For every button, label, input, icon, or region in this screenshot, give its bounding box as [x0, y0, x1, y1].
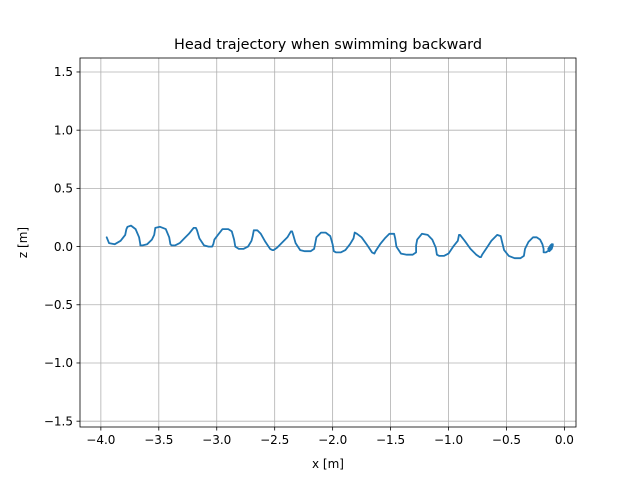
x-axis-ticks: −4.0 −3.5 −3.0 −2.5 −2.0 −1.5 −1.0 −0.5 0.0 — [86, 427, 574, 447]
x-tick-label: −1.0 — [434, 433, 463, 447]
x-tick-label: −2.0 — [318, 433, 347, 447]
x-tick-label: −3.0 — [202, 433, 231, 447]
y-tick-label: −0.5 — [44, 298, 73, 312]
x-tick-label: −4.0 — [86, 433, 115, 447]
y-tick-label: 1.0 — [54, 123, 73, 137]
grid-lines — [80, 58, 576, 427]
y-axis-label: z [m] — [16, 227, 30, 258]
x-tick-label: −3.5 — [144, 433, 173, 447]
x-tick-label: −2.5 — [260, 433, 289, 447]
plot-area — [105, 224, 554, 260]
chart-title: Head trajectory when swimming backward — [174, 37, 482, 53]
y-tick-label: 0.5 — [54, 182, 73, 196]
x-tick-label: −1.5 — [376, 433, 405, 447]
x-axis-label: x [m] — [312, 457, 344, 471]
axes-frame — [79, 57, 577, 428]
y-tick-label: −1.0 — [44, 356, 73, 370]
y-tick-label: 0.0 — [54, 240, 73, 254]
y-tick-label: −1.5 — [44, 414, 73, 428]
x-tick-label: 0.0 — [555, 433, 574, 447]
trajectory-line — [105, 224, 554, 260]
y-axis-ticks: −1.5 −1.0 −0.5 0.0 0.5 1.0 1.5 — [44, 65, 80, 428]
x-tick-label: −0.5 — [492, 433, 521, 447]
y-tick-label: 1.5 — [54, 65, 73, 79]
